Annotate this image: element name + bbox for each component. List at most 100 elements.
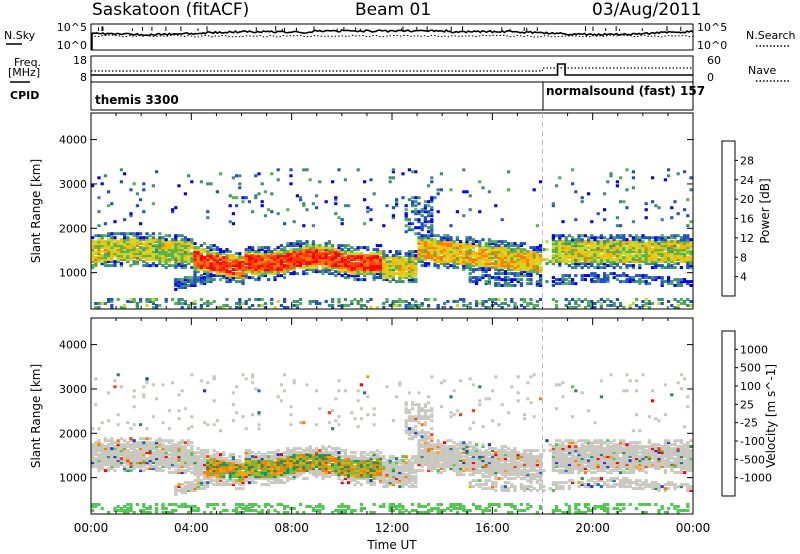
heatmap-cell [177,443,181,447]
heatmap-cell [583,306,587,309]
heatmap-cell [225,274,229,278]
heatmap-cell [251,246,255,250]
heatmap-cell [551,236,555,240]
heatmap-cell [513,272,517,276]
heatmap-cell [107,232,111,236]
heatmap-cell [193,459,197,463]
heatmap-cell [203,459,207,463]
heatmap-cell [670,304,674,307]
heatmap-cell [587,254,591,258]
heatmap-cell [446,258,450,262]
heatmap-cell [449,252,453,256]
heatmap-cell [612,276,616,280]
heatmap-cell [430,248,434,252]
heatmap-cell [183,252,187,256]
heatmap-cell [158,246,162,250]
heatmap-cell [199,463,203,467]
heatmap-cell [343,511,347,514]
heatmap-cell [577,236,581,240]
heatmap-cell [324,270,328,274]
heatmap-cell [196,252,200,256]
heatmap-cell [526,304,530,307]
heatmap-cell [283,222,287,226]
heatmap-cell [391,304,395,307]
heatmap-cell [244,507,248,510]
heatmap-cell [295,264,299,268]
heatmap-cell [139,465,143,469]
heatmap-cell [635,260,639,264]
heatmap-cell [497,250,501,254]
heatmap-cell [142,445,146,449]
heatmap-cell [123,172,127,176]
heatmap-cell [619,256,623,260]
heatmap-cell [238,302,242,305]
heatmap-cell [107,254,111,258]
heatmap-cell [398,270,402,274]
heatmap-cell [174,485,178,489]
heatmap-cell [110,240,114,244]
heatmap-cell [174,445,178,449]
heatmap-cell [126,457,130,461]
heatmap-cell [654,252,658,256]
heatmap-cell [107,238,111,242]
heatmap-cell [593,260,597,264]
heatmap-cell [183,242,187,246]
heatmap-cell [414,270,418,274]
heatmap-cell [308,266,312,270]
heatmap-cell [654,240,658,244]
heatmap-cell [465,236,469,240]
heatmap-cell [497,304,501,307]
heatmap-cell [638,306,642,309]
heatmap-cell [193,489,197,492]
heatmap-cell [478,268,482,272]
heatmap-cell [180,244,184,248]
heatmap-cell [343,455,347,459]
heatmap-cell [382,306,386,309]
heatmap-cell [299,455,303,459]
heatmap-cell [318,471,322,475]
heatmap-cell [667,252,671,256]
heatmap-cell [251,254,255,258]
heatmap-cell [167,461,171,465]
heatmap-cell [615,180,619,184]
heatmap-cell [231,419,235,423]
heatmap-cell [334,419,338,423]
heatmap-cell [167,445,171,449]
heatmap-cell [459,242,463,246]
heatmap-cell [561,258,565,262]
heatmap-cell [283,469,287,473]
heatmap-cell [436,234,440,238]
heatmap-cell [356,268,360,272]
heatmap-cell [494,242,498,246]
heatmap-cell [231,258,235,262]
heatmap-cell [283,260,287,264]
heatmap-cell [203,264,207,268]
heatmap-cell [183,489,187,492]
heatmap-cell [363,268,367,272]
heatmap-cell [270,210,274,214]
heatmap-cell [375,258,379,262]
heatmap-cell [315,206,319,210]
heatmap-cell [334,461,338,465]
heatmap-cell [471,268,475,272]
heatmap-cell [247,266,251,270]
heatmap-cell [641,244,645,248]
heatmap-cell [209,477,213,481]
heatmap-cell [289,449,293,453]
heatmap-cell [97,248,101,252]
heatmap-cell [228,463,232,467]
heatmap-cell [500,262,504,266]
heatmap-cell [315,252,319,256]
heatmap-cell [295,262,299,266]
heatmap-cell [206,485,210,489]
heatmap-cell [491,250,495,254]
heatmap-cell [199,461,203,465]
heatmap-cell [180,465,184,469]
heatmap-cell [286,469,290,473]
heatmap-cell [119,445,123,449]
heatmap-cell [519,264,523,268]
heatmap-cell [564,262,568,266]
heatmap-cell [561,246,565,250]
heatmap-cell [174,302,178,305]
heatmap-cell [507,268,511,272]
